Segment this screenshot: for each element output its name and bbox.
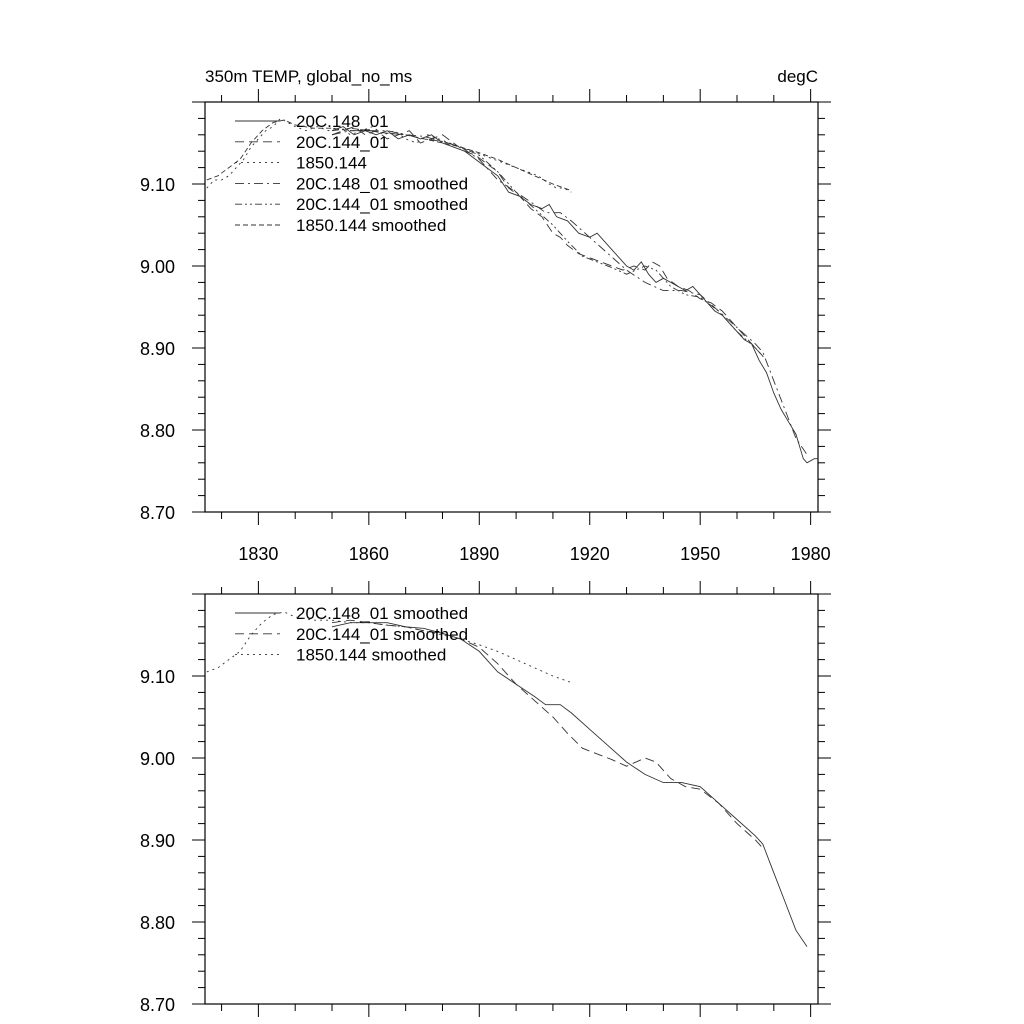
legend-label: 20C.144_01 bbox=[296, 133, 389, 152]
y-tick-label: 8.70 bbox=[140, 503, 175, 523]
bottom-plot: 8.70 8.80 8.90 9.00 9.10 20C.148_01 smoothed 2… bbox=[140, 581, 831, 1017]
series-line bbox=[206, 119, 572, 192]
y-tick-label: 8.80 bbox=[140, 913, 175, 933]
y-tick-label: 8.70 bbox=[140, 995, 175, 1015]
x-tick-label: 1830 bbox=[238, 544, 278, 564]
plot-frame bbox=[204, 593, 819, 1005]
legend-label: 20C.148_01 smoothed bbox=[296, 604, 468, 623]
chart-title-right: degC bbox=[777, 67, 818, 86]
y-tick-label: 9.00 bbox=[140, 257, 175, 277]
series-line bbox=[331, 622, 808, 947]
top-plot: 1830 1860 1890 1920 1950 1980 8.70 8.80 8.90 9.00… bbox=[140, 89, 831, 564]
y-tick-label: 8.90 bbox=[140, 831, 175, 851]
series-line bbox=[331, 619, 764, 849]
x-tick-label: 1860 bbox=[349, 544, 389, 564]
series-line bbox=[331, 127, 764, 357]
chart-title-left: 350m TEMP, global_no_ms bbox=[205, 67, 412, 86]
y-tick-label: 9.10 bbox=[140, 175, 175, 195]
plot-frame bbox=[204, 101, 819, 513]
y-tick-label: 9.00 bbox=[140, 749, 175, 769]
legend-label: 20C.144_01 smoothed bbox=[296, 625, 468, 644]
series-line bbox=[206, 611, 572, 684]
x-tick-label: 1890 bbox=[459, 544, 499, 564]
legend-label: 20C.148_01 smoothed bbox=[296, 174, 468, 193]
x-tick-label: 1980 bbox=[791, 544, 831, 564]
legend-label: 20C.148_01 bbox=[296, 112, 389, 131]
y-tick-label: 8.90 bbox=[140, 339, 175, 359]
series-line bbox=[206, 117, 572, 193]
legend-label: 1850.144 smoothed bbox=[296, 646, 446, 665]
legend-label: 1850.144 smoothed bbox=[296, 216, 446, 235]
legend-label: 1850.144 bbox=[296, 154, 367, 173]
y-tick-label: 9.10 bbox=[140, 667, 175, 687]
legend-label: 20C.144_01 smoothed bbox=[296, 195, 468, 214]
y-tick-label: 8.80 bbox=[140, 421, 175, 441]
x-tick-label: 1920 bbox=[570, 544, 610, 564]
series-line bbox=[331, 130, 808, 455]
series-line bbox=[331, 126, 767, 361]
x-tick-label: 1950 bbox=[680, 544, 720, 564]
